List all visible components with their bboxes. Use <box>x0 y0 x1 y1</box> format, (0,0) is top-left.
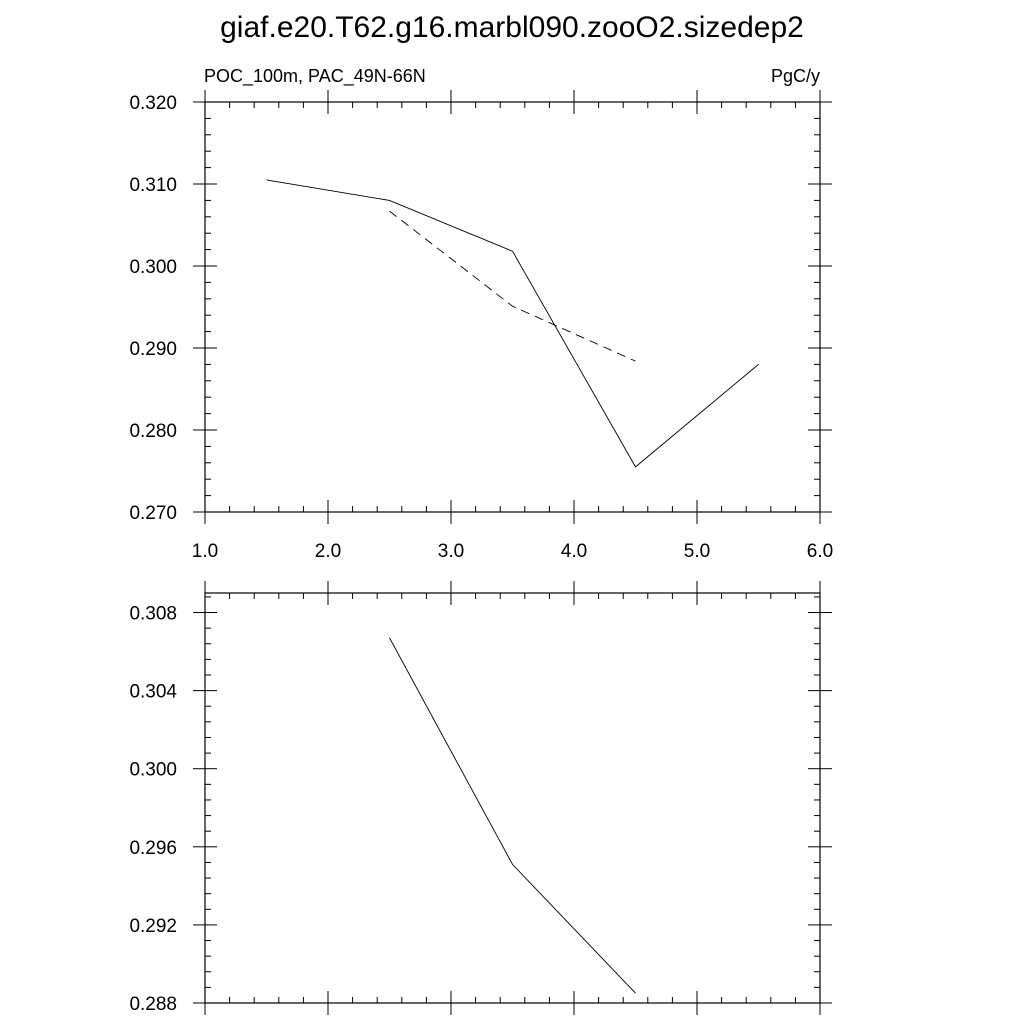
bottom-chart-series-1-line <box>389 637 636 994</box>
top-chart-x-tick-label: 2.0 <box>315 541 341 562</box>
top-chart-plot-frame <box>204 101 821 513</box>
top-chart-y-tick-label: 0.280 <box>129 421 177 442</box>
top-chart-y-tick-label: 0.300 <box>129 257 177 278</box>
top-chart-units-label: PgC/y <box>771 66 820 86</box>
top-chart-x-tick-label: 4.0 <box>561 541 587 562</box>
bottom-chart-y-tick-label: 0.304 <box>129 682 177 703</box>
bottom-chart-y-tick-label: 0.308 <box>129 604 177 625</box>
top-chart-y-tick-label: 0.320 <box>129 93 177 114</box>
bottom-chart-y-tick-label: 0.288 <box>129 994 177 1015</box>
top-chart-x-tick-label: 3.0 <box>438 541 464 562</box>
top-chart-x-tick-label: 5.0 <box>684 541 710 562</box>
bottom-chart-panel: 0.288 0.292 0.296 0.300 0.304 0.308 <box>129 581 832 1015</box>
top-chart-x-tick-label: 6.0 <box>807 541 833 562</box>
bottom-chart-y-tick-label: 0.296 <box>129 838 177 859</box>
bottom-chart-plot-frame <box>204 592 821 1004</box>
top-chart-left-label: POC_100m, PAC_49N-66N <box>204 66 426 87</box>
bottom-chart-y-tick-label: 0.292 <box>129 916 177 937</box>
top-chart-series-2-line <box>389 210 636 362</box>
top-chart-y-tick-label: 0.290 <box>129 339 177 360</box>
figure-title: giaf.e20.T62.g16.marbl090.zooO2.sizedep2 <box>220 11 804 44</box>
bottom-chart-y-tick-label: 0.300 <box>129 760 177 781</box>
top-chart-y-tick-label: 0.310 <box>129 175 177 196</box>
top-chart-x-tick-label: 1.0 <box>192 541 218 562</box>
top-chart-y-tick-label: 0.270 <box>129 503 177 524</box>
top-chart-series-1-line <box>266 179 759 468</box>
top-chart-panel: POC_100m, PAC_49N-66N PgC/y 1.0 2.0 3.0 4.0… <box>129 66 833 562</box>
